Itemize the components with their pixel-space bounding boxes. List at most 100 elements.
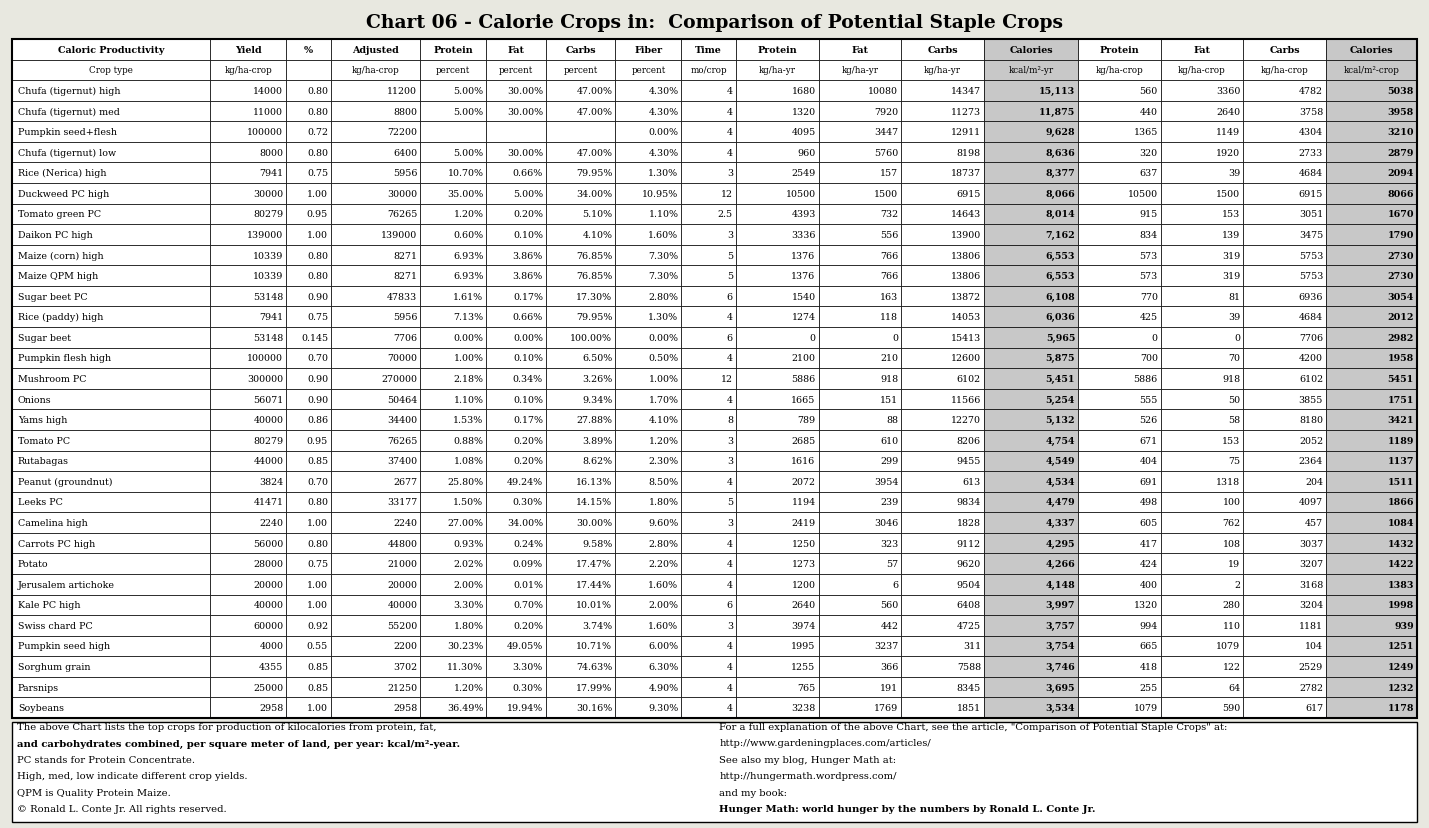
Text: Fat: Fat [1193, 46, 1210, 55]
Text: 440: 440 [1140, 108, 1157, 117]
Text: 75: 75 [1229, 457, 1240, 465]
Bar [902, 286, 985, 307]
Text: 1079: 1079 [1133, 703, 1157, 712]
Text: 2052: 2052 [1299, 436, 1323, 445]
Bar [420, 657, 486, 677]
Text: 457: 457 [1305, 518, 1323, 527]
Text: 0.17%: 0.17% [513, 292, 543, 301]
Bar [420, 328, 486, 349]
Text: 60000: 60000 [253, 621, 283, 630]
Bar [736, 123, 819, 142]
Bar [420, 368, 486, 389]
Text: 15413: 15413 [950, 334, 980, 343]
Bar [1160, 205, 1243, 225]
Bar [286, 615, 332, 636]
Text: 4: 4 [727, 313, 733, 322]
Text: 3237: 3237 [875, 642, 899, 651]
Bar [819, 513, 902, 533]
Bar [902, 431, 985, 451]
Bar [332, 677, 420, 697]
Text: 80279: 80279 [253, 210, 283, 219]
Bar [682, 349, 736, 368]
Text: 0.85: 0.85 [307, 683, 329, 692]
Text: 6915: 6915 [1299, 190, 1323, 199]
Text: 8: 8 [727, 416, 733, 425]
Text: 671: 671 [1140, 436, 1157, 445]
Text: 2730: 2730 [1388, 251, 1415, 260]
Text: 11566: 11566 [950, 395, 980, 404]
Text: 691: 691 [1139, 477, 1157, 486]
Bar [546, 554, 616, 575]
Text: 2.80%: 2.80% [649, 539, 679, 548]
Bar [985, 225, 1077, 245]
Bar [286, 431, 332, 451]
Bar [682, 595, 736, 615]
Text: 74.63%: 74.63% [576, 662, 612, 672]
Text: 6936: 6936 [1299, 292, 1323, 301]
Bar [819, 595, 902, 615]
Bar [1326, 205, 1418, 225]
Text: 47.00%: 47.00% [576, 148, 612, 157]
Bar [1243, 677, 1326, 697]
Text: 1680: 1680 [792, 87, 816, 96]
Text: 3037: 3037 [1299, 539, 1323, 548]
Text: 0.70: 0.70 [307, 477, 329, 486]
Bar [819, 431, 902, 451]
Text: 0.72: 0.72 [307, 128, 329, 137]
Bar [1160, 307, 1243, 328]
Bar [210, 677, 286, 697]
Text: 5886: 5886 [1133, 374, 1157, 383]
Bar [11, 163, 210, 184]
Text: 30000: 30000 [253, 190, 283, 199]
Bar [332, 123, 420, 142]
Text: Chufa (tigernut) low: Chufa (tigernut) low [19, 148, 116, 157]
Bar [210, 554, 286, 575]
Bar [1326, 554, 1418, 575]
Text: kg/ha-crop: kg/ha-crop [1179, 66, 1226, 75]
Text: 1.20%: 1.20% [649, 436, 679, 445]
Text: 4.30%: 4.30% [649, 148, 679, 157]
Bar [682, 307, 736, 328]
Bar [11, 722, 1418, 822]
Bar [1077, 40, 1160, 60]
Text: Rice (paddy) high: Rice (paddy) high [19, 313, 103, 322]
Text: 70000: 70000 [387, 354, 417, 363]
Bar [819, 123, 902, 142]
Text: 4097: 4097 [1299, 498, 1323, 507]
Text: 1616: 1616 [792, 457, 816, 465]
Bar [736, 328, 819, 349]
Bar [11, 697, 210, 718]
Bar [1077, 81, 1160, 102]
Bar [1243, 595, 1326, 615]
Bar [736, 60, 819, 81]
Bar [420, 615, 486, 636]
Text: 1.20%: 1.20% [453, 210, 483, 219]
Bar [420, 471, 486, 492]
Bar [1077, 410, 1160, 431]
Bar [819, 102, 902, 123]
Text: 10500: 10500 [1127, 190, 1157, 199]
Bar [736, 492, 819, 513]
Text: 560: 560 [880, 600, 899, 609]
Bar [420, 184, 486, 205]
Text: 10080: 10080 [869, 87, 899, 96]
Bar [1160, 451, 1243, 471]
Bar [546, 266, 616, 286]
Bar [1243, 40, 1326, 60]
Bar [1243, 245, 1326, 266]
Bar [736, 431, 819, 451]
Text: 44000: 44000 [253, 457, 283, 465]
Text: 3,997: 3,997 [1046, 600, 1075, 609]
Text: 0.95: 0.95 [307, 436, 329, 445]
Bar [486, 349, 546, 368]
Text: 6102: 6102 [1299, 374, 1323, 383]
Text: kg/ha-crop: kg/ha-crop [1096, 66, 1143, 75]
Text: 25000: 25000 [253, 683, 283, 692]
Bar [682, 102, 736, 123]
Text: 11200: 11200 [387, 87, 417, 96]
Text: 1376: 1376 [792, 251, 816, 260]
Bar [486, 697, 546, 718]
Text: 4782: 4782 [1299, 87, 1323, 96]
Bar [546, 492, 616, 513]
Text: 4,148: 4,148 [1046, 580, 1075, 589]
